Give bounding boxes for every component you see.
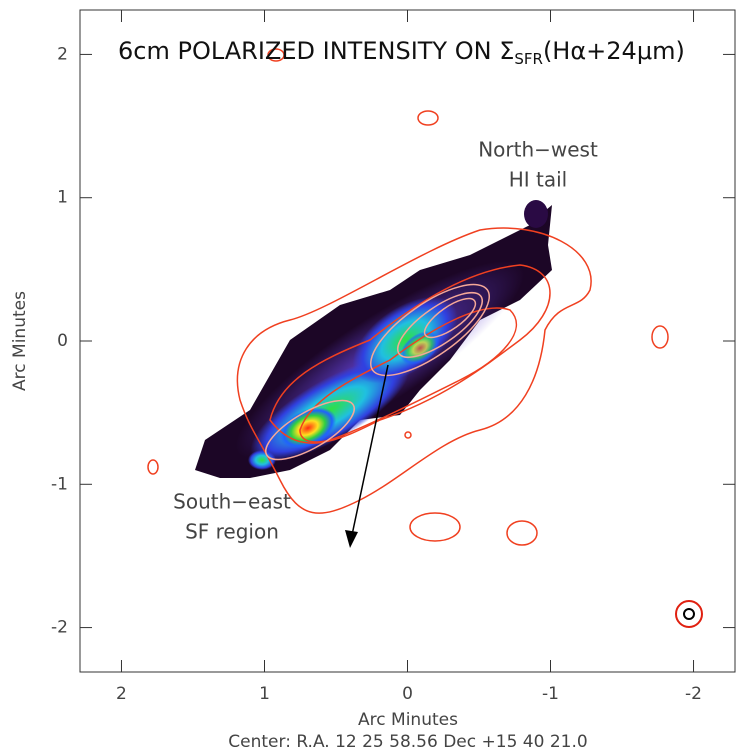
arrow <box>345 364 389 548</box>
chart-title: 6cm POLARIZED INTENSITY ON ΣSFR(Hα+24μm) <box>118 37 685 68</box>
title-end: (Hα+24μm) <box>543 37 685 65</box>
title-sub: SFR <box>514 50 543 68</box>
intensity-map <box>195 200 552 478</box>
x-axis-label: Arc Minutes <box>358 710 458 730</box>
annotation: South−east <box>173 490 291 514</box>
x-tick-label: -2 <box>685 684 702 704</box>
x-tick-label: 1 <box>259 684 270 704</box>
title-main: 6cm POLARIZED INTENSITY ON Σ <box>118 37 514 65</box>
x-tick-label: 0 <box>402 684 413 704</box>
footer: Center: R.A. 12 25 58.56 Dec +15 40 21.0 <box>228 732 587 752</box>
inner-contours <box>265 283 490 461</box>
y-tick-label: -2 <box>51 618 68 638</box>
y-tick-label: 0 <box>57 331 68 351</box>
y-tick-label: -1 <box>51 474 68 494</box>
annotation: SF region <box>185 520 279 544</box>
beam <box>675 600 703 628</box>
annotation: North−west <box>478 138 598 162</box>
y-tick-label: 2 <box>57 44 68 64</box>
y-tick-label: 1 <box>57 188 68 208</box>
y-axis-label: Arc Minutes <box>10 291 30 391</box>
x-tick-label: 2 <box>116 684 127 704</box>
x-tick-label: -1 <box>542 684 559 704</box>
contours <box>147 48 669 546</box>
annotation: HI tail <box>509 168 568 192</box>
